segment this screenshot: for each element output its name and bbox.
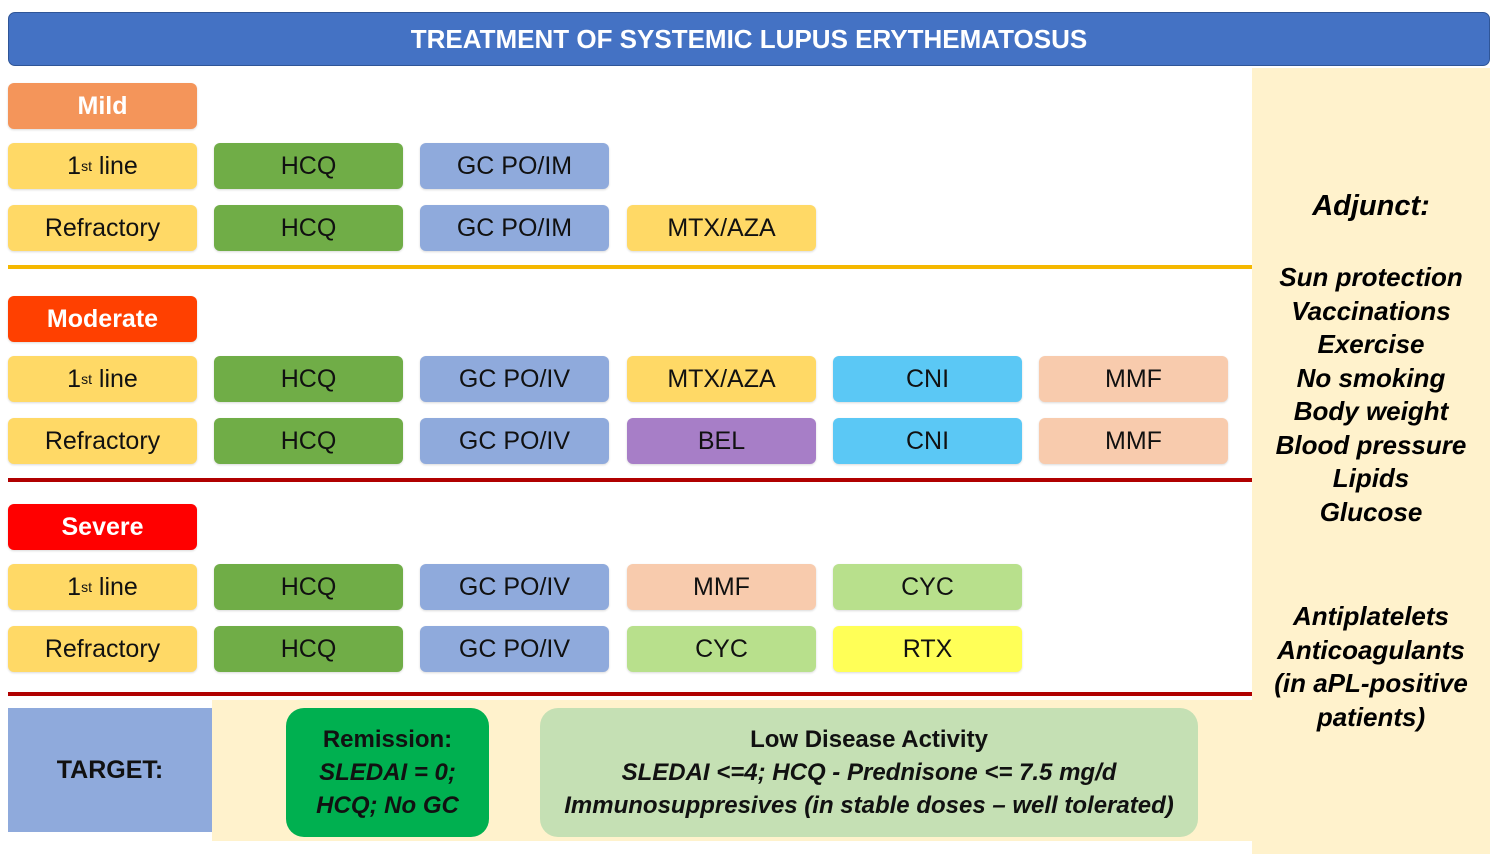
adjunct-item: Lipids: [1332, 463, 1410, 493]
adjunct-extra-line: patients): [1316, 701, 1426, 732]
drug-bel: BEL: [627, 418, 816, 464]
drug-gc-po-im: GC PO/IM: [420, 143, 609, 189]
drug-hcq: HCQ: [214, 418, 403, 464]
target-label: TARGET:: [8, 708, 212, 832]
line-label-text: Refractory: [44, 213, 161, 242]
drug-cni: CNI: [833, 356, 1022, 402]
drug-hcq: HCQ: [214, 205, 403, 251]
drug-gc-po-iv: GC PO/IV: [420, 626, 609, 672]
line-label-text: 1: [67, 151, 82, 180]
line-label-rest: line: [91, 364, 138, 393]
severity-label-severe: Severe: [8, 504, 197, 550]
drug-gc-po-iv: GC PO/IV: [420, 418, 609, 464]
adjunct-item: Glucose: [1319, 496, 1423, 527]
adjunct-list: Sun protection Vaccinations Exercise No …: [1276, 261, 1467, 529]
line-label-sup: st: [81, 371, 92, 387]
drug-cyc: CYC: [627, 626, 816, 672]
drug-mmf: MMF: [627, 564, 816, 610]
adjunct-extra-line: (in aPL-positive: [1274, 668, 1468, 698]
line-label: Refractory: [8, 205, 197, 251]
adjunct-item: Exercise: [1317, 329, 1425, 359]
drug-mmf: MMF: [1039, 356, 1228, 402]
drug-gc-po-im: GC PO/IM: [420, 205, 609, 251]
section-separator: [8, 692, 1252, 696]
section-separator: [8, 265, 1252, 269]
adjunct-item: No smoking: [1296, 362, 1446, 393]
remission-line: HCQ; No GC: [316, 792, 459, 819]
line-label: Refractory: [8, 626, 197, 672]
low-disease-activity-target: Low Disease Activity SLEDAI <=4; HCQ - P…: [540, 708, 1198, 837]
line-label-text: 1: [67, 364, 82, 393]
drug-mmf: MMF: [1039, 418, 1228, 464]
adjunct-item: Body weight: [1293, 396, 1449, 426]
drug-mtx-aza: MTX/AZA: [627, 205, 816, 251]
line-label-sup: st: [81, 579, 92, 595]
severity-label-moderate: Moderate: [8, 296, 197, 342]
adjunct-item: Sun protection: [1279, 262, 1463, 292]
drug-mtx-aza: MTX/AZA: [627, 356, 816, 402]
line-label-text: 1: [67, 572, 82, 601]
drug-gc-po-iv: GC PO/IV: [420, 564, 609, 610]
remission-title: Remission:: [322, 726, 453, 753]
drug-cyc: CYC: [833, 564, 1022, 610]
section-separator: [8, 478, 1252, 482]
line-label-text: Refractory: [44, 634, 161, 663]
lda-title: Low Disease Activity: [750, 726, 988, 753]
severity-label-mild: Mild: [8, 83, 197, 129]
lda-line: Immunosuppresives (in stable doses – wel…: [564, 792, 1174, 819]
remission-line: SLEDAI = 0;: [319, 759, 456, 786]
lda-line: SLEDAI <=4; HCQ - Prednisone <= 7.5 mg/d: [621, 759, 1117, 786]
line-label: Refractory: [8, 418, 197, 464]
line-label-rest: line: [91, 572, 138, 601]
drug-hcq: HCQ: [214, 564, 403, 610]
diagram-title: TREATMENT OF SYSTEMIC LUPUS ERYTHEMATOSU…: [8, 12, 1490, 66]
drug-hcq: HCQ: [214, 143, 403, 189]
adjunct-title: Adjunct:: [1312, 190, 1430, 222]
drug-rtx: RTX: [833, 626, 1022, 672]
line-label-sup: st: [81, 158, 92, 174]
adjunct-item: Vaccinations: [1291, 295, 1451, 326]
drug-hcq: HCQ: [214, 626, 403, 672]
adjunct-anticoagulation: Antiplatelets Anticoagulants (in aPL-pos…: [1274, 600, 1468, 734]
remission-target: Remission: SLEDAI = 0; HCQ; No GC: [286, 708, 489, 837]
line-label-rest: line: [91, 151, 138, 180]
drug-cni: CNI: [833, 418, 1022, 464]
line-label-text: Refractory: [44, 426, 161, 455]
adjunct-extra-line: Anticoagulants: [1277, 634, 1465, 665]
adjunct-extra-line: Antiplatelets: [1292, 601, 1449, 631]
drug-gc-po-iv: GC PO/IV: [420, 356, 609, 402]
adjunct-item: Blood pressure: [1275, 429, 1467, 460]
drug-hcq: HCQ: [214, 356, 403, 402]
adjunct-panel: Adjunct: Sun protection Vaccinations Exe…: [1252, 68, 1490, 854]
